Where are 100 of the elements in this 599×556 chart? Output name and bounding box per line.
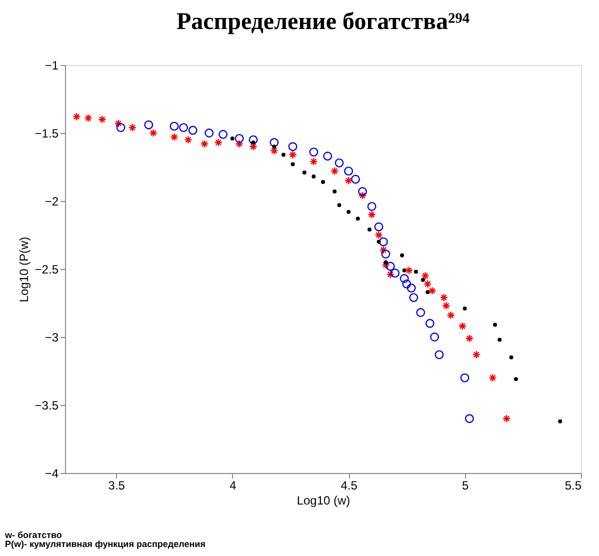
- point: [493, 322, 497, 327]
- point: [149, 128, 158, 138]
- point: [379, 246, 388, 254]
- point: [114, 119, 123, 128]
- point: [434, 350, 444, 360]
- point: [144, 120, 154, 130]
- point: [184, 136, 192, 144]
- point: [440, 293, 448, 302]
- point: [462, 306, 467, 310]
- point: [179, 123, 188, 132]
- point: [170, 132, 178, 142]
- point: [234, 134, 244, 143]
- y-axis-title: Log10 (P(w): [16, 236, 31, 302]
- point: [390, 268, 400, 278]
- point: [170, 122, 179, 131]
- point: [290, 162, 295, 166]
- point: [381, 250, 390, 259]
- point: [509, 355, 514, 360]
- point: [402, 279, 412, 288]
- point: [330, 166, 339, 176]
- point: [420, 278, 425, 282]
- y-tick-label: −3: [44, 330, 59, 344]
- point: [376, 240, 381, 244]
- point: [384, 260, 388, 264]
- point: [409, 293, 418, 302]
- point: [248, 135, 258, 144]
- y-tick-label: −2.5: [34, 262, 59, 276]
- point: [270, 146, 278, 155]
- point: [218, 130, 228, 139]
- point: [344, 176, 353, 185]
- point: [386, 262, 395, 271]
- point: [400, 274, 409, 283]
- point: [98, 115, 106, 124]
- point: [502, 414, 511, 423]
- point: [400, 253, 404, 258]
- x-tick-label: 3.5: [108, 478, 126, 492]
- point: [200, 140, 209, 148]
- chart-title: Распределение богатства²⁹⁴: [176, 9, 470, 35]
- point: [406, 284, 416, 293]
- point: [465, 334, 474, 342]
- point: [472, 350, 481, 359]
- point: [358, 187, 367, 196]
- point: [334, 158, 344, 168]
- point: [367, 228, 372, 232]
- point: [84, 114, 92, 122]
- point: [442, 302, 450, 310]
- y-tick-label: −1: [44, 58, 59, 72]
- point: [430, 332, 440, 342]
- y-tick-label: −3.5: [34, 398, 59, 412]
- point: [204, 128, 214, 138]
- x-tick-label: 4: [230, 478, 237, 492]
- point: [351, 174, 360, 184]
- point: [421, 272, 430, 280]
- x-tick-label: 5.5: [564, 478, 582, 492]
- point: [321, 180, 325, 184]
- x-tick-label: 4.5: [340, 478, 358, 492]
- x-axis-title: Log10 (w): [296, 494, 350, 508]
- point: [426, 290, 430, 294]
- point: [464, 414, 474, 424]
- point: [416, 308, 426, 317]
- point: [288, 150, 297, 159]
- point: [374, 230, 383, 240]
- point: [312, 174, 316, 179]
- point: [344, 166, 354, 176]
- point: [235, 140, 244, 148]
- x-tick-label: 5: [462, 478, 469, 492]
- point: [309, 148, 318, 157]
- point: [337, 203, 342, 208]
- point: [323, 152, 332, 161]
- point: [346, 210, 351, 214]
- point: [72, 112, 81, 121]
- point: [214, 138, 223, 147]
- point: [188, 126, 198, 135]
- y-tick-label: −1.5: [34, 126, 59, 140]
- point: [356, 216, 360, 221]
- point: [128, 123, 137, 132]
- point: [230, 136, 234, 140]
- point: [270, 138, 279, 147]
- point: [446, 311, 455, 320]
- point: [558, 419, 562, 424]
- point: [425, 318, 434, 328]
- y-tick-label: −2: [44, 194, 59, 208]
- point: [374, 222, 384, 232]
- point: [332, 189, 337, 194]
- text: P(w)- кумулятивная функция распределения: [5, 539, 206, 549]
- point: [498, 338, 502, 342]
- point: [281, 152, 286, 157]
- point: [378, 237, 388, 246]
- point: [116, 123, 126, 132]
- point: [414, 270, 418, 274]
- point: [428, 286, 436, 295]
- point: [251, 140, 256, 145]
- point: [460, 373, 470, 382]
- point: [458, 322, 467, 330]
- point: [368, 210, 376, 219]
- point: [358, 191, 367, 200]
- point: [514, 377, 518, 382]
- point: [302, 170, 306, 174]
- point: [288, 142, 298, 152]
- point: [386, 270, 395, 279]
